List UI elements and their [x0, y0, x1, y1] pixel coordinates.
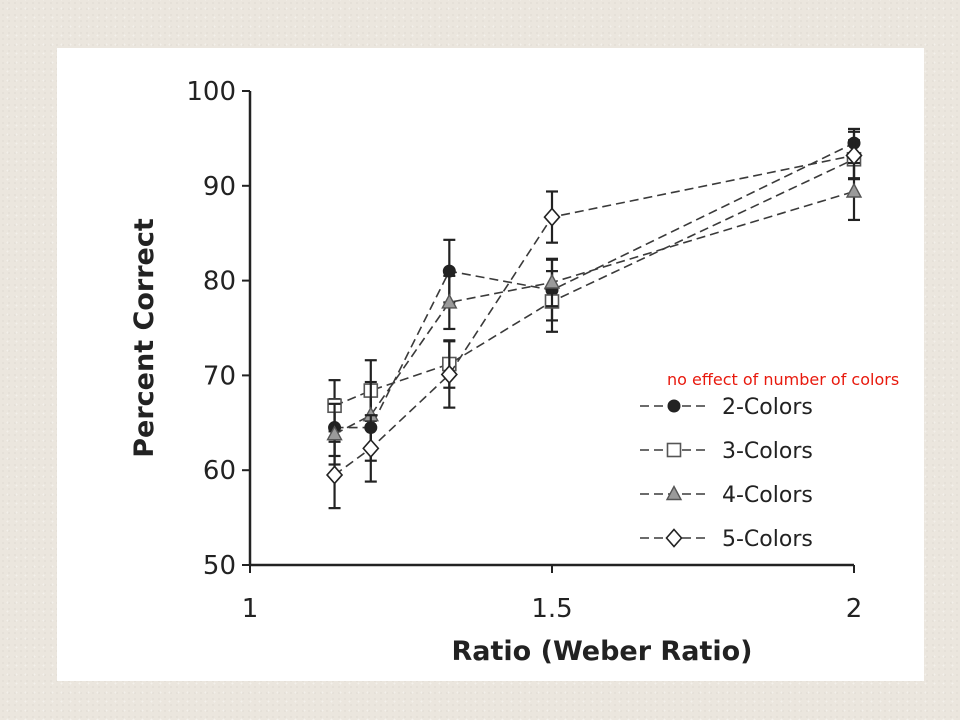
x-tick-label: 2: [846, 594, 863, 624]
x-tick-label: 1.5: [531, 594, 572, 624]
data-point-4-colors: [441, 293, 458, 309]
legend-background: [610, 370, 910, 560]
chart-panel: 100 90 80 70 60 50 1 1.5 2 Ratio (Weber Ratio) Per…: [57, 48, 924, 681]
legend-marker-4-colors: [665, 485, 683, 501]
legend-marker-2-colors: [667, 399, 681, 413]
y-tick-label: 70: [203, 361, 236, 391]
series-5-colors: [325, 130, 863, 510]
x-axis-title: Ratio (Weber Ratio): [451, 636, 752, 667]
legend-marker-5-colors: [665, 528, 683, 548]
data-point-5-colors: [440, 364, 458, 385]
x-tick-label: 1: [242, 594, 259, 624]
legend-marker-3-colors: [666, 442, 682, 458]
data-point-5-colors: [845, 145, 863, 166]
y-tick-label: 100: [186, 77, 236, 107]
data-point-4-colors: [845, 182, 863, 198]
data-point-5-colors: [543, 207, 561, 227]
y-tick-label: 60: [203, 456, 236, 486]
percent-correct-chart: 100 90 80 70 60 501 1.5 2 Ratio (Weber Ratio) Per…: [129, 77, 910, 667]
data-point-5-colors: [325, 465, 344, 485]
data-point-4-colors: [543, 273, 561, 289]
annotation-text: no effect of number of colors: [667, 370, 900, 389]
legend-label-4-colors: 4-Colors: [722, 483, 813, 508]
y-axis-title: Percent Correct: [129, 218, 160, 458]
legend: 2-Colors 3-Colors 4-Colors 5-Colors: [610, 370, 910, 560]
axes: 100 90 80 70 60 501 1.5 2 Ratio (Weber Ratio) Per…: [129, 77, 862, 667]
series-line-3-colors: [334, 158, 855, 407]
data-point-5-colors: [362, 438, 380, 459]
legend-label-5-colors: 5-Colors: [722, 527, 813, 552]
legend-label-3-colors: 3-Colors: [722, 439, 813, 464]
y-tick-label: 90: [203, 172, 236, 202]
data-point-4-colors: [326, 425, 343, 441]
series-line-5-colors: [334, 154, 855, 476]
y-tick-label: 50: [203, 551, 236, 581]
legend-label-2-colors: 2-Colors: [722, 395, 813, 420]
y-tick-label: 80: [203, 267, 236, 297]
series-layer: [325, 127, 863, 510]
